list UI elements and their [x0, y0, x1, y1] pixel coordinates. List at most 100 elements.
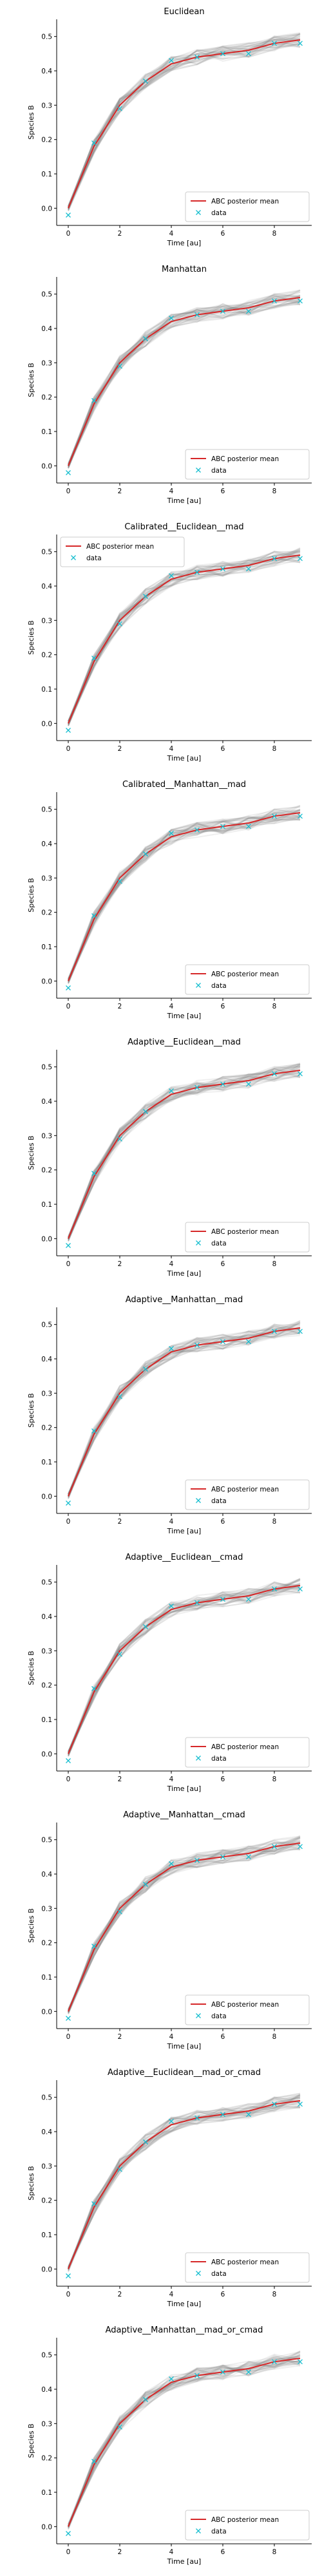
posterior-sample-line	[68, 1580, 301, 1753]
posterior-sample-line	[68, 558, 301, 723]
posterior-sample-line	[68, 42, 301, 206]
data-point	[66, 1758, 71, 1763]
y-tick-label: 0.1	[41, 686, 52, 694]
posterior-sample-line	[68, 35, 301, 210]
chart-panel: Adaptive__Euclidean__mad_or_cmad 0 2 4 6 8 0.0…	[27, 2068, 312, 2308]
x-tick-label: 6	[221, 2548, 225, 2556]
chart-panel: Euclidean 0 2 4 6 8 0.0 0.1 0.2 0.3 0.4 0.5 Time [au…	[27, 7, 312, 247]
posterior-sample-line	[68, 815, 301, 983]
posterior-sample-line	[68, 1324, 301, 1497]
y-tick-label: 0.3	[41, 1132, 52, 1140]
data-point	[220, 824, 225, 829]
data-point	[66, 2016, 71, 2021]
posterior-sample-line	[68, 2356, 301, 2527]
posterior-sample-line	[68, 1587, 301, 1755]
posterior-sample-line	[68, 1582, 301, 1752]
posterior-sample-line	[68, 2358, 301, 2525]
x-tick-label: 0	[66, 1776, 71, 1783]
posterior-samples	[68, 1320, 301, 1499]
posterior-mean-line	[68, 812, 301, 981]
x-tick-label: 0	[66, 1003, 71, 1010]
x-tick-label: 0	[66, 2548, 71, 2556]
data-point	[169, 1088, 174, 1094]
y-tick-label: 0.2	[41, 1940, 52, 1947]
posterior-sample-line	[68, 2098, 301, 2272]
posterior-sample-line	[68, 1065, 301, 1240]
posterior-sample-line	[68, 1578, 301, 1754]
y-tick-label: 0.0	[41, 205, 52, 213]
posterior-sample-line	[68, 44, 301, 210]
data-point	[272, 1071, 277, 1077]
y-tick-label: 0.2	[41, 1425, 52, 1432]
legend-label-data: data	[211, 467, 227, 475]
x-axis-label: Time [au]	[167, 754, 202, 762]
posterior-mean-line	[68, 297, 301, 466]
data-point	[194, 569, 200, 575]
posterior-sample-line	[68, 1329, 301, 1497]
x-axis-label: Time [au]	[167, 239, 202, 247]
posterior-sample-line	[68, 1066, 301, 1239]
data-point	[91, 1171, 97, 1176]
data-point	[246, 2369, 251, 2375]
chart-title: Euclidean	[164, 7, 204, 17]
posterior-sample-line	[68, 1072, 301, 1239]
x-tick-label: 0	[66, 488, 71, 495]
legend-label-mean: ABC posterior mean	[211, 1486, 279, 1493]
posterior-sample-line	[68, 1332, 301, 1495]
posterior-sample-line	[68, 1327, 301, 1497]
posterior-sample-line	[68, 1835, 301, 2011]
legend-label-mean: ABC posterior mean	[211, 198, 279, 205]
posterior-sample-line	[68, 1063, 301, 1238]
x-tick-label: 8	[272, 2033, 277, 2041]
data-point	[143, 851, 148, 857]
posterior-sample-line	[68, 810, 301, 983]
data-point	[66, 470, 71, 475]
posterior-sample-line	[68, 1585, 301, 1756]
posterior-sample-line	[68, 300, 301, 464]
posterior-sample-line	[68, 806, 301, 981]
x-tick-label: 4	[169, 1003, 174, 1010]
chart-panel: Adaptive__Manhattan__cmad 0 2 4 6 8 0.0 0.1 0.2 0…	[27, 1810, 312, 2050]
data-point	[246, 308, 251, 314]
posterior-sample-line	[68, 815, 301, 979]
posterior-mean-line	[68, 2358, 301, 2527]
posterior-sample-line	[68, 1842, 301, 2014]
x-tick-label: 2	[118, 1776, 122, 1783]
chart-title: Adaptive__Euclidean__cmad	[126, 1553, 243, 1562]
data-point	[298, 2359, 303, 2365]
data-point	[66, 728, 71, 733]
data-point	[298, 298, 303, 304]
posterior-sample-line	[68, 549, 301, 724]
data-point	[246, 1596, 251, 1602]
y-tick-label: 0.0	[41, 462, 52, 470]
posterior-sample-line	[68, 1320, 301, 1494]
posterior-sample-line	[68, 2355, 301, 2526]
posterior-sample-line	[68, 2358, 301, 2524]
x-tick-label: 8	[272, 1518, 277, 1526]
x-axis-label: Time [au]	[167, 497, 202, 505]
x-tick-label: 2	[118, 2548, 122, 2556]
posterior-sample-line	[68, 1584, 301, 1754]
posterior-sample-line	[68, 299, 301, 466]
x-tick-label: 8	[272, 1003, 277, 1010]
data-point	[194, 312, 200, 317]
data-point	[117, 106, 122, 111]
data-point	[117, 2424, 122, 2430]
data-point	[298, 1071, 303, 1077]
y-tick-label: 0.4	[41, 325, 52, 333]
y-tick-label: 0.5	[41, 549, 52, 556]
chart-title: Adaptive__Euclidean__mad_or_cmad	[108, 2068, 261, 2078]
chart-panel: Adaptive__Euclidean__mad 0 2 4 6 8 0.0 0.1 0.2 0.…	[27, 1037, 312, 1278]
legend-box	[185, 449, 310, 480]
posterior-sample-line	[68, 1837, 301, 2012]
y-axis-label: Species B	[27, 105, 35, 139]
data-point	[272, 298, 277, 304]
posterior-sample-line	[68, 1846, 301, 2010]
posterior-sample-line	[68, 1325, 301, 1495]
y-axis-label: Species B	[27, 2423, 35, 2458]
chart-panel: Adaptive__Manhattan__mad_or_cmad 0 2 4 6 8 0.0…	[27, 2325, 312, 2566]
x-tick-label: 4	[169, 2033, 174, 2041]
posterior-sample-line	[68, 2357, 301, 2526]
data-point	[298, 1586, 303, 1592]
legend-label-data: data	[211, 209, 227, 217]
